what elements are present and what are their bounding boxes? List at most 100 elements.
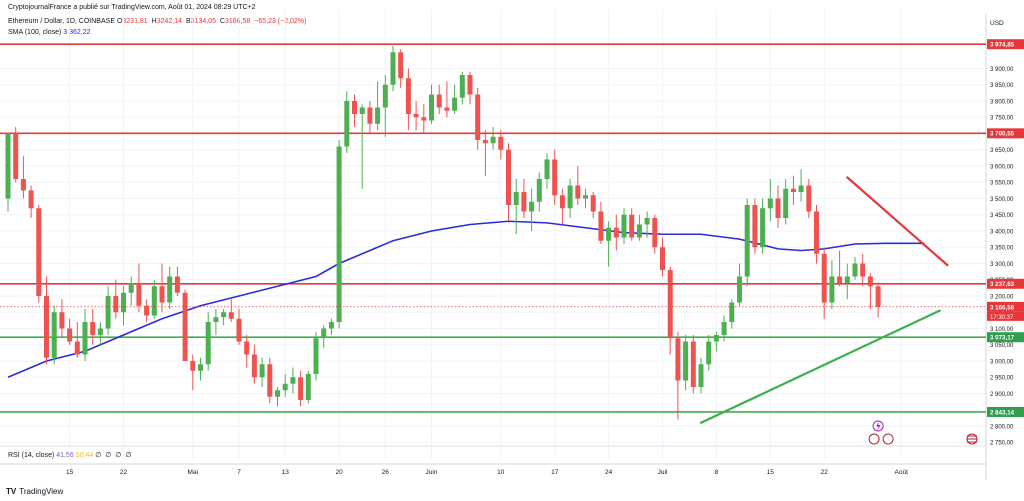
candle-body (667, 270, 673, 339)
candle-body (90, 322, 96, 335)
price-tick-label: 3 000,00 (990, 359, 1014, 365)
countdown-badge (987, 311, 1024, 321)
candle-body (159, 286, 165, 303)
candle-body (405, 78, 411, 114)
date-tick-label: 22 (821, 469, 829, 476)
candle-body (559, 195, 565, 209)
candle-body (236, 318, 242, 342)
candle-body (51, 312, 57, 358)
candle-body (44, 296, 49, 358)
candle-body (282, 383, 288, 391)
price-tick-label: 3 450,00 (990, 213, 1014, 219)
candle-body (482, 140, 488, 144)
ohlc-close-label: C (219, 18, 225, 25)
candle-body (267, 364, 273, 397)
candle-body (67, 328, 73, 342)
candle-body (860, 263, 866, 277)
candle-body (221, 312, 227, 318)
date-tick-label: 15 (767, 469, 775, 476)
price-badge (987, 39, 1024, 50)
candle-body (328, 322, 334, 329)
candle-body (636, 224, 642, 238)
price-tick-label: 2 750,00 (990, 441, 1014, 447)
candle-body (298, 377, 304, 400)
candle-body (121, 292, 126, 313)
price-tick-label: 3 050,00 (990, 343, 1014, 349)
candle-body (721, 322, 727, 335)
date-tick-label: Août (895, 469, 909, 476)
price-badge (987, 406, 1024, 417)
currency-label: USD (990, 20, 1004, 27)
candle-body (683, 341, 689, 381)
candle-body (344, 101, 350, 147)
candle-body (837, 276, 843, 283)
price-badge-label: 3 700,55 (990, 131, 1015, 138)
candle-body (413, 114, 419, 118)
candle-body (452, 97, 458, 111)
candle-body (752, 205, 758, 248)
date-tick-label: 17 (551, 469, 559, 476)
candle-body (113, 296, 119, 313)
candle-body (583, 195, 588, 199)
candle-body (706, 341, 712, 365)
ohlc-values: O3231,81 H3242,14 B3134,05 C3166,58 −65,… (117, 18, 308, 25)
candle-body (660, 247, 665, 270)
candle-body (436, 94, 442, 108)
sma-legend[interactable]: SMA (100, close) 3 362,22 (8, 29, 91, 36)
us-flag-event-icon (868, 433, 880, 445)
candle-body (144, 305, 150, 316)
price-badge (987, 332, 1024, 343)
candle-body (737, 276, 742, 303)
candle-body (867, 276, 873, 287)
candle-body (544, 159, 550, 179)
candle-body (567, 185, 573, 209)
date-tick-label: Juil (658, 469, 668, 476)
date-tick-label: 24 (605, 469, 613, 476)
candle-body (429, 94, 434, 121)
rsi-legend[interactable]: RSI (14, close) 41,56 50,44 ∅ ∅ ∅ ∅ (8, 451, 132, 459)
price-tick-label: 3 800,00 (990, 99, 1014, 105)
rsi-empty-values: ∅ ∅ ∅ ∅ (95, 452, 133, 459)
price-badge-label: 3 166,58 (990, 304, 1015, 311)
price-badge-label: 3 073,17 (990, 335, 1015, 342)
candle-body (167, 276, 173, 303)
candle-body (613, 227, 619, 238)
candle-body (336, 146, 342, 322)
candle-body (313, 338, 319, 374)
candle-body (28, 190, 34, 209)
candle-body (421, 117, 427, 121)
candle-body (352, 101, 357, 114)
candle-body (375, 107, 381, 124)
candle-body (36, 208, 42, 296)
candle-body (74, 341, 80, 355)
candle-body (598, 211, 604, 241)
candle-body (182, 292, 188, 361)
price-tick-label: 3 350,00 (990, 246, 1014, 252)
candle-body (390, 52, 396, 85)
candle-body (713, 335, 719, 342)
candle-body (629, 214, 635, 238)
date-tick-label: 7 (237, 469, 241, 476)
sma-label: SMA (100, close) (8, 29, 62, 36)
price-badge (987, 301, 1024, 312)
candle-body (444, 107, 450, 111)
price-badge-label: 2 843,14 (990, 409, 1015, 416)
date-tick-label: 13 (282, 469, 290, 476)
candle-body (128, 283, 134, 293)
candle-body (367, 107, 373, 124)
candle-body (806, 185, 812, 212)
candle-body (251, 354, 257, 378)
candle-body (529, 201, 535, 212)
tradingview-brand[interactable]: TV TradingView (6, 487, 63, 496)
price-tick-label: 2 800,00 (990, 424, 1014, 430)
candle-body (136, 283, 142, 306)
price-tick-label: 2 950,00 (990, 376, 1014, 382)
candle-body (875, 286, 881, 307)
sma-value: 3 362,22 (63, 29, 91, 36)
candle-body (467, 75, 473, 95)
candle-body (475, 94, 481, 140)
price-tick-label: 3 600,00 (990, 164, 1014, 170)
price-tick-label: 3 750,00 (990, 116, 1014, 122)
price-tick-label: 3 200,00 (990, 294, 1014, 300)
